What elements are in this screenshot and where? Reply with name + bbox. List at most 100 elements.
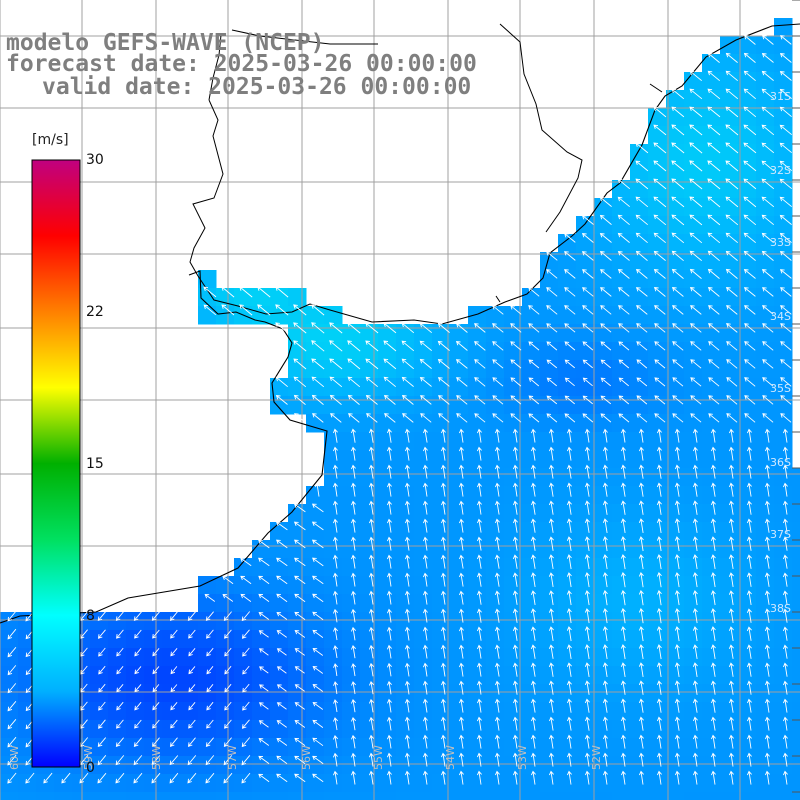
wind-arrow — [564, 251, 576, 261]
wind-arrow — [458, 644, 464, 659]
speed-cell — [486, 342, 505, 361]
wind-arrow — [725, 250, 738, 261]
wind-arrow — [528, 377, 540, 387]
wind-arrow — [602, 752, 608, 767]
speed-cell — [378, 414, 397, 433]
speed-cell — [720, 792, 739, 800]
speed-cell — [756, 738, 775, 757]
wind-arrow — [779, 250, 792, 261]
speed-cell — [648, 288, 667, 307]
speed-cell — [720, 522, 739, 541]
speed-cell — [486, 558, 505, 577]
wind-arrow — [530, 428, 536, 443]
wind-arrow — [242, 683, 250, 693]
speed-cell — [162, 756, 181, 775]
wind-arrow — [743, 106, 757, 118]
speed-cell — [648, 432, 667, 451]
wind-arrow — [656, 554, 662, 570]
speed-cell — [324, 558, 343, 577]
wind-arrow — [600, 323, 612, 333]
speed-cell — [450, 558, 469, 577]
speed-cell — [756, 270, 775, 289]
wind-arrow — [780, 341, 792, 351]
speed-cell — [144, 774, 163, 793]
wind-arrow — [512, 446, 518, 461]
wind-arrow — [564, 269, 576, 279]
wind-arrow — [330, 413, 342, 423]
wind-arrow — [584, 446, 590, 461]
speed-cell — [450, 378, 469, 397]
speed-cell — [0, 756, 19, 775]
speed-cell — [720, 558, 739, 577]
speed-cell — [396, 648, 415, 667]
speed-cell — [720, 450, 739, 469]
wind-arrow — [458, 716, 464, 731]
wind-arrow — [656, 626, 662, 642]
wind-arrow — [512, 752, 518, 767]
wind-arrow — [782, 626, 788, 641]
speed-cell — [396, 576, 415, 595]
speed-cell — [576, 432, 595, 451]
wind-arrow — [764, 428, 770, 443]
wind-arrow — [620, 644, 626, 660]
speed-cell — [216, 720, 235, 739]
speed-cell — [198, 792, 217, 800]
speed-cell — [342, 504, 361, 523]
speed-cell — [774, 144, 793, 163]
speed-cell — [738, 108, 757, 127]
speed-cell — [738, 90, 757, 109]
wind-arrow — [386, 446, 392, 461]
wind-arrow — [728, 482, 734, 497]
wind-arrow — [692, 734, 698, 749]
wind-arrow — [368, 698, 375, 713]
speed-cell — [648, 648, 667, 667]
speed-cell — [612, 540, 631, 559]
wind-arrow — [656, 500, 662, 515]
wind-arrow — [674, 752, 680, 767]
wind-arrow — [455, 322, 468, 333]
wind-arrow — [530, 626, 536, 641]
wind-arrow — [203, 304, 217, 316]
speed-cell — [774, 360, 793, 379]
speed-cell — [720, 252, 739, 271]
wind-arrow — [440, 662, 446, 677]
speed-cell — [432, 720, 451, 739]
wind-arrow — [762, 287, 774, 297]
wind-arrow — [151, 737, 160, 747]
wind-arrow — [530, 716, 536, 731]
wind-arrow — [7, 701, 17, 712]
wind-arrow — [617, 196, 630, 208]
speed-cell — [162, 630, 181, 649]
wind-arrow — [710, 716, 716, 731]
speed-cell — [774, 108, 793, 127]
wind-arrow — [386, 464, 392, 479]
speed-cell — [684, 612, 703, 631]
speed-cell — [396, 594, 415, 613]
speed-cell — [216, 756, 235, 775]
speed-cell — [288, 522, 307, 541]
wind-arrow — [566, 536, 572, 551]
speed-cell — [504, 612, 523, 631]
wind-arrow — [710, 680, 716, 695]
wind-arrow — [422, 572, 428, 587]
speed-cell — [594, 378, 613, 397]
speed-cell — [738, 378, 757, 397]
wind-arrow — [116, 666, 124, 675]
speed-cell — [702, 666, 721, 685]
wind-arrow — [707, 232, 721, 244]
speed-cell — [558, 576, 577, 595]
wind-arrow — [494, 770, 500, 785]
wind-arrow — [187, 611, 196, 621]
speed-cell — [486, 306, 505, 325]
speed-cell — [648, 756, 667, 775]
wind-arrow — [710, 752, 716, 767]
speed-cell — [108, 648, 127, 667]
speed-cell — [612, 414, 631, 433]
speed-cell — [378, 666, 397, 685]
speed-cell — [504, 522, 523, 541]
wind-arrow — [602, 518, 608, 533]
speed-cell — [414, 504, 433, 523]
lon-tick-label: 57W — [226, 745, 239, 770]
speed-cell — [216, 738, 235, 757]
speed-cell — [594, 198, 613, 217]
